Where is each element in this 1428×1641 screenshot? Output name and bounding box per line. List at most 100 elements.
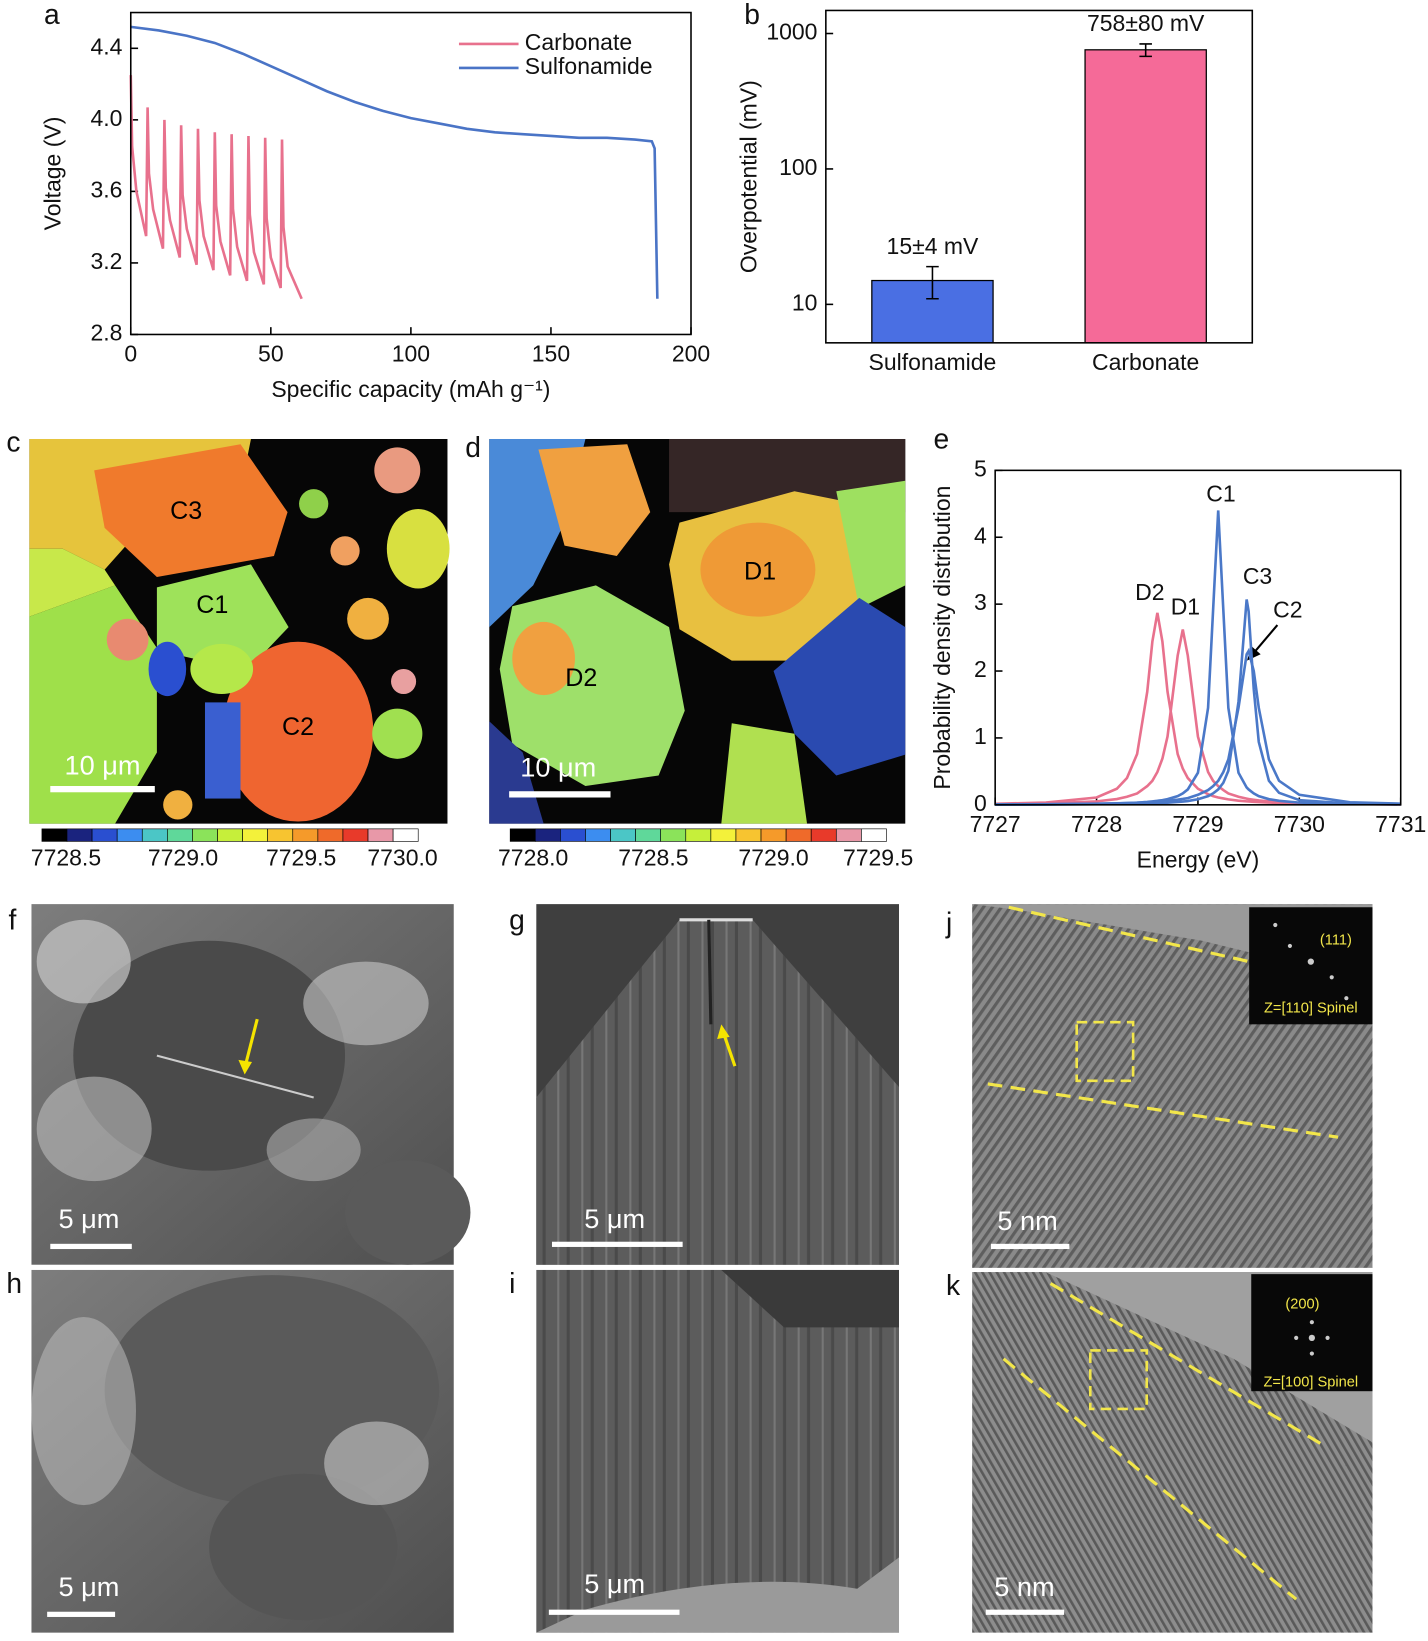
x-tick-label: 7729 xyxy=(1172,811,1223,837)
xanes-map-d xyxy=(700,522,816,617)
tem-image-j: (111) xyxy=(1320,933,1352,949)
peak-label: C1 xyxy=(1206,481,1235,507)
xanes-map-d xyxy=(721,723,808,824)
fib-image-i: 5 μm xyxy=(584,1568,645,1599)
error-bar xyxy=(926,265,939,300)
fib-image-g xyxy=(536,919,900,1265)
x-axis-label: Specific capacity (mAh g⁻¹) xyxy=(271,376,550,402)
panel-letters: e xyxy=(933,423,949,455)
peak-label: D2 xyxy=(1135,579,1164,605)
xanes-map-c: 10 μm xyxy=(65,749,141,780)
panel-letters: b xyxy=(744,0,760,30)
sem-image-f xyxy=(266,1118,361,1182)
colorbar-segment xyxy=(242,828,269,842)
colorbar xyxy=(41,828,419,842)
peak-label: C2 xyxy=(1273,597,1302,623)
bar xyxy=(1084,49,1207,344)
y-tick-label: 3.6 xyxy=(90,176,122,202)
x-tick-label: 7731 xyxy=(1375,811,1426,837)
fib-image-g xyxy=(721,1032,737,1067)
panel-letters: g xyxy=(509,903,525,935)
xanes-map-c xyxy=(347,597,389,640)
plot-frame xyxy=(825,9,1254,344)
sem-image-h: 5 μm xyxy=(58,1571,119,1602)
xanes-map-c xyxy=(374,447,421,494)
colorbar-segment xyxy=(217,828,243,842)
chart: 2.8 3.2 3.6 4.0 4.4 0 50 100 150 200 Specific capa… xyxy=(40,11,710,402)
sem-image-f xyxy=(345,1160,471,1265)
tem-image-j: (111) Z=[110] Spinel 5 nm xyxy=(972,904,1373,1268)
xanes-map-c xyxy=(330,536,360,566)
chart: 10 100 1000 Overpotential (mV) 15±4 mV Sulfon… xyxy=(736,9,1254,375)
fib-image-g xyxy=(551,1241,683,1247)
y-axis-label: Voltage (V) xyxy=(40,117,66,231)
colorbar-segment xyxy=(342,828,369,842)
y-tick-label: 100 xyxy=(779,154,817,180)
colorbar-segment xyxy=(534,828,561,842)
sem-image-h: 5 μm xyxy=(31,1269,454,1633)
y-tick-label: 5 xyxy=(974,455,987,481)
xanes-map-c: 7729.5 xyxy=(266,844,336,870)
xanes-map-d: 10 μm xyxy=(520,751,596,782)
colorbar-segment xyxy=(785,828,812,842)
tem-image-j: Z=[110] Spinel xyxy=(1264,1000,1358,1016)
y-tick-label: 1000 xyxy=(766,19,817,45)
xanes-map-d xyxy=(489,721,544,824)
panel-letters: a b c d e f g h i j k xyxy=(6,0,961,1301)
sem-image-f xyxy=(36,919,131,1004)
y-tick-label: 1 xyxy=(974,723,987,749)
xanes-map-c: C1 xyxy=(196,591,228,619)
sem-image-f xyxy=(156,1054,314,1099)
xanes-map-d xyxy=(836,480,906,609)
xanes-map-c xyxy=(148,641,187,697)
y-axis-label: Probability density distribution xyxy=(929,486,955,790)
panel-letters: f xyxy=(8,903,16,935)
value-label: 15±4 mV xyxy=(887,233,979,259)
value-label: 758±80 mV xyxy=(1087,10,1205,36)
colorbar-segment xyxy=(585,828,611,842)
x-tick-label: 200 xyxy=(672,340,710,366)
xanes-map-c xyxy=(156,564,289,672)
xanes-map-c: C2 xyxy=(282,713,314,741)
panel-letters: k xyxy=(946,1269,961,1301)
fib-image-g: 5 μm xyxy=(584,1203,645,1234)
xanes-map-d xyxy=(538,444,651,557)
colorbar-segment xyxy=(509,828,536,842)
peak-label: D1 xyxy=(1171,593,1200,619)
xanes-map-c xyxy=(204,702,241,799)
plot-frame xyxy=(994,469,1402,806)
sem-image-f xyxy=(36,1076,152,1182)
x-tick-label: Sulfonamide xyxy=(869,349,997,375)
sem-image-f xyxy=(243,1018,259,1069)
tem-image-j xyxy=(1075,1020,1135,1083)
tem-image-j xyxy=(987,1082,1339,1139)
x-tick-label: 50 xyxy=(258,340,284,366)
colorbar-segment xyxy=(835,828,862,842)
sem-image-f xyxy=(303,961,429,1046)
panel-letters: a xyxy=(44,0,60,30)
colorbar-segment xyxy=(367,828,394,842)
colorbar-segment xyxy=(560,828,586,842)
annotation-arrow xyxy=(1253,624,1279,653)
xanes-map-c xyxy=(50,786,155,793)
tem-image-k xyxy=(1325,1335,1330,1340)
y-tick-label: 4 xyxy=(974,522,987,548)
xanes-map-d: D2 xyxy=(565,664,597,692)
panel-letters: j xyxy=(945,906,952,938)
xanes-map-c xyxy=(386,509,450,589)
colorbar-segment xyxy=(735,828,762,842)
sem-image-h xyxy=(47,1611,116,1617)
error-bar xyxy=(1139,43,1152,58)
x-axis-label: Energy (eV) xyxy=(1137,846,1260,872)
tem-image-j xyxy=(990,1243,1070,1250)
colorbar-segment xyxy=(710,828,737,842)
fib-image-i: 5 μm xyxy=(536,1269,900,1633)
colorbar-segment xyxy=(760,828,787,842)
x-tick-label: Carbonate xyxy=(1092,349,1199,375)
xanes-map-c: C3 xyxy=(170,497,202,525)
colorbar-segment xyxy=(635,828,662,842)
xanes-map-c: 7729.0 xyxy=(148,844,218,870)
y-tick-label: 3.2 xyxy=(90,248,122,274)
chart: 0 1 2 3 4 5 7727 7728 7729 7730 7731 Energy (eV) Pro… xyxy=(929,455,1426,872)
